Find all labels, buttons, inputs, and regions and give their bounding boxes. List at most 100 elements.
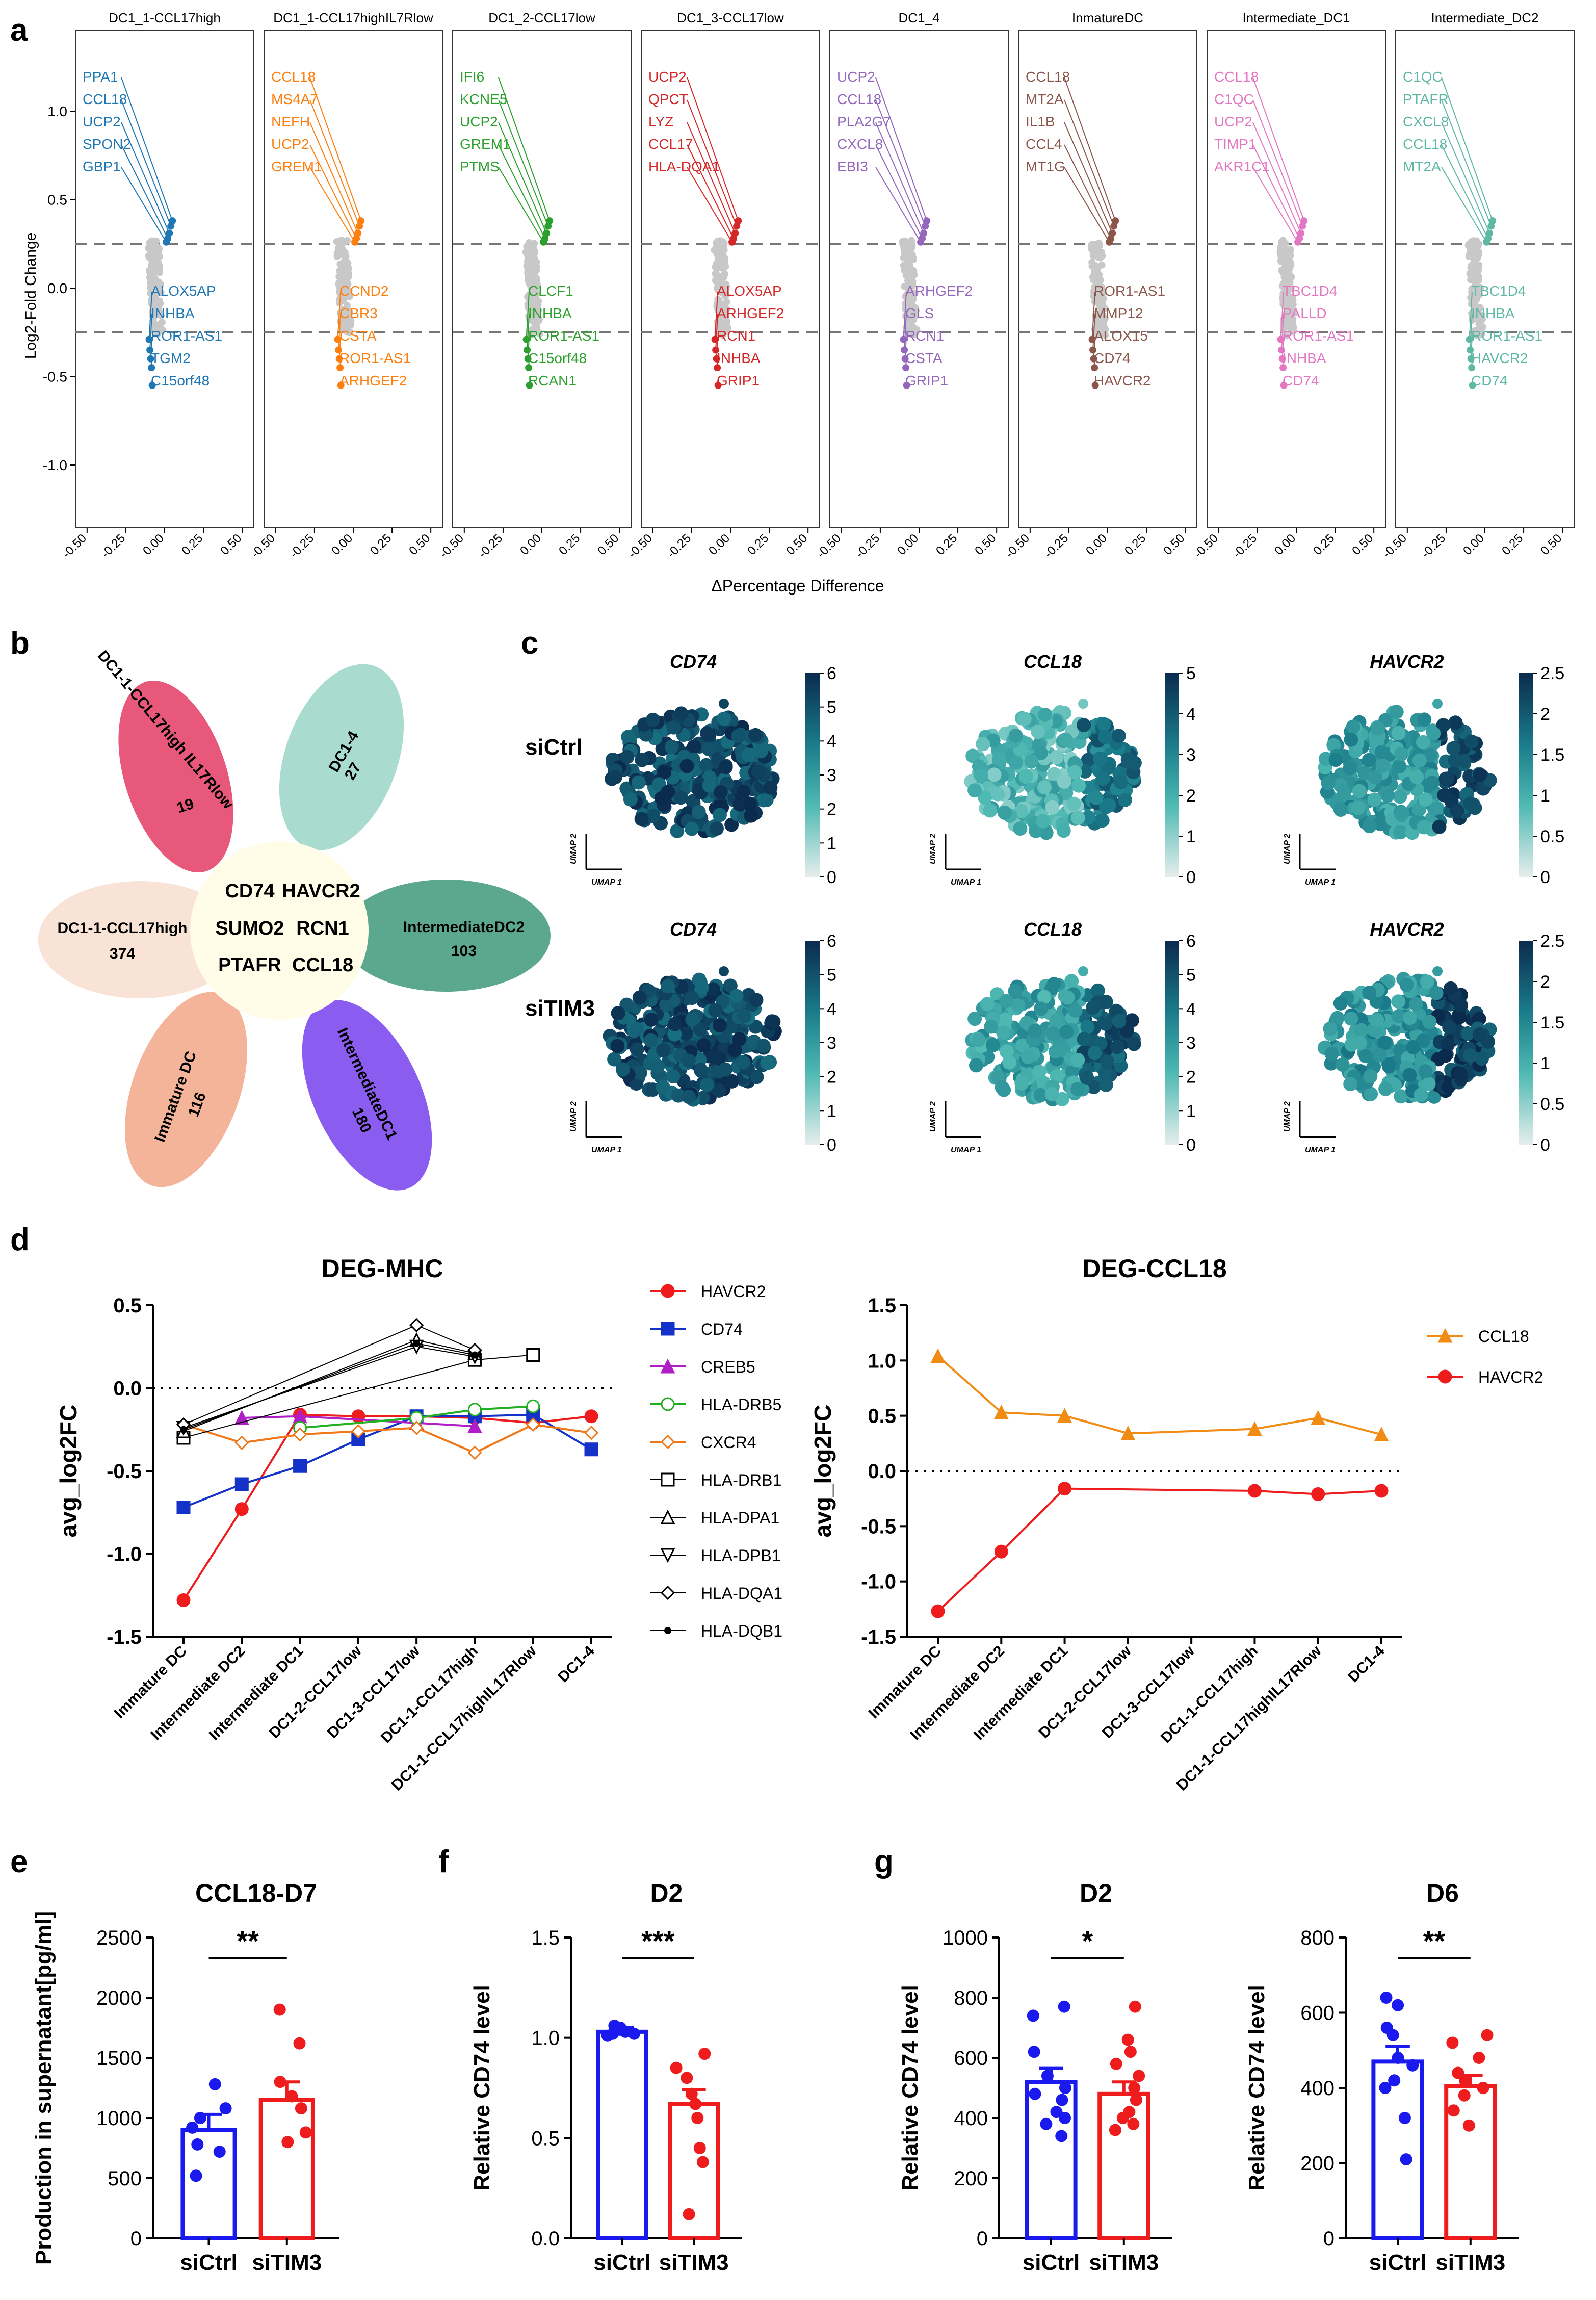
umap-cell xyxy=(712,1083,726,1098)
umap-cell xyxy=(1333,996,1348,1011)
point-nonsig xyxy=(531,240,538,247)
umap-cell xyxy=(679,759,694,773)
point-nonsig xyxy=(146,268,153,276)
umap-cell xyxy=(1440,771,1455,786)
gene-label-ccl18: CCL18 xyxy=(83,91,127,107)
umap-cell xyxy=(694,980,709,995)
bar-charts-efg: CCL18-D7 Production in supernatant[pg/ml]… xyxy=(31,1879,1519,2275)
point-nonsig xyxy=(899,238,906,245)
umap-cell xyxy=(1422,1015,1437,1029)
umap-cell xyxy=(1113,775,1128,790)
gene-leader-line xyxy=(1252,167,1298,243)
marker xyxy=(1058,1482,1072,1496)
point-nonsig xyxy=(151,294,159,301)
gene-leader-line xyxy=(904,314,907,350)
point-nonsig xyxy=(1465,241,1473,248)
marker xyxy=(584,1426,599,1440)
panel-letter-a: a xyxy=(10,13,28,48)
umap-cell xyxy=(1323,1021,1338,1036)
marker xyxy=(409,1317,424,1333)
data-point xyxy=(1058,2112,1071,2124)
point-nonsig xyxy=(720,263,727,270)
gene-leader-line xyxy=(1470,314,1473,350)
y-tick-label: 0.0 xyxy=(113,1378,142,1400)
y-tick-label: 1.5 xyxy=(531,1927,560,1949)
umap-cell xyxy=(1333,803,1348,817)
marker xyxy=(293,1427,307,1442)
marker xyxy=(467,1403,482,1417)
panel-letter-g: g xyxy=(874,1844,894,1879)
point-nonsig xyxy=(333,238,341,245)
data-point xyxy=(1133,2070,1145,2082)
gene-label-rcn1: RCN1 xyxy=(905,328,944,344)
point-down-ror1-as1 xyxy=(524,355,532,363)
umap-cell xyxy=(1096,717,1111,732)
umap-cell xyxy=(751,764,766,779)
gene-label-ccl17: CCL17 xyxy=(648,136,693,152)
umap-cell xyxy=(1060,990,1075,1005)
point-up-ebi3 xyxy=(917,238,925,246)
gene-leader-line xyxy=(716,336,718,359)
point-nonsig xyxy=(146,245,154,252)
gene-label-c1qc: C1QC xyxy=(1214,91,1254,107)
gene-leader-line xyxy=(687,99,738,226)
point-nonsig xyxy=(1468,262,1475,269)
gene-label-ucp2: UCP2 xyxy=(648,69,687,85)
point-nonsig xyxy=(534,281,541,289)
gene-label-cd74: CD74 xyxy=(1283,373,1319,389)
umap-cell xyxy=(1450,804,1464,818)
data-point xyxy=(1458,2089,1471,2102)
umap-cell xyxy=(999,1044,1014,1059)
umap-cell xyxy=(1438,1048,1453,1063)
marker xyxy=(351,1424,365,1439)
legend-label: HLA-DQA1 xyxy=(701,1584,782,1603)
colorbar-label: 1 xyxy=(827,834,836,853)
colorbar-label: 2 xyxy=(827,800,836,819)
y-tick-label: 0.5 xyxy=(113,1295,142,1317)
colorbar-label: 1.5 xyxy=(1540,1013,1564,1032)
gene-label-ptafr: PTAFR xyxy=(1403,91,1449,107)
gene-leader-line xyxy=(498,122,547,234)
data-point xyxy=(1458,2074,1471,2087)
point-nonsig xyxy=(153,259,161,266)
point-nonsig xyxy=(1476,291,1483,298)
y-tick-label: 400 xyxy=(954,2107,988,2130)
y-tick-label: 800 xyxy=(954,1987,988,2009)
colorbar-label: 0 xyxy=(827,868,836,887)
y-tick-label: 0 xyxy=(130,2228,142,2250)
marker xyxy=(994,1544,1008,1559)
gene-label-ucp2: UCP2 xyxy=(837,69,875,85)
data-point xyxy=(1406,2059,1419,2072)
colorbar-label: 3 xyxy=(1186,1033,1196,1053)
umap-cell xyxy=(1412,753,1427,768)
umap-cell xyxy=(1037,780,1052,795)
umap-cell xyxy=(1448,715,1463,730)
petal-dc1-4: DC1-4 27 xyxy=(279,664,404,850)
umap-cell xyxy=(1473,767,1487,782)
gene-label-ror1-as1: ROR1-AS1 xyxy=(1094,283,1165,299)
gene-label-gls: GLS xyxy=(905,305,934,321)
umap-cell xyxy=(1432,819,1447,834)
significance-mark: ** xyxy=(237,1925,259,1957)
gene-label-akr1c1: AKR1C1 xyxy=(1214,159,1270,174)
point-down-havcr2 xyxy=(1468,364,1476,372)
subpanel-title: Intermediate_DC2 xyxy=(1431,10,1539,25)
umap-cell xyxy=(1440,1038,1455,1052)
subpanel-title: DC1_2-CCL17low xyxy=(488,10,595,25)
point-down-cd74 xyxy=(1280,381,1288,389)
volcano-subpanel-dc1-4: DC1_4 -0.50 -0.25 0.00 0.25 0.50 UCP2 CCL18 PLA2… xyxy=(814,10,1009,561)
core-gene: RCN1 xyxy=(296,918,349,939)
subpanel-title: DC1_1-CCL17highIL7Rlow xyxy=(273,10,433,25)
y-tick-label: 0.5 xyxy=(868,1405,896,1428)
umap-cell xyxy=(702,728,717,742)
colorbar-label: 0 xyxy=(1540,1135,1550,1155)
y-axis-label: Relative CD74 level xyxy=(469,1985,494,2191)
point-nonsig xyxy=(156,308,164,316)
umap-cell xyxy=(1362,986,1377,1000)
panel-letter-d: d xyxy=(10,1222,30,1257)
umap-cell xyxy=(971,1032,986,1047)
umap-cell xyxy=(1421,1076,1436,1091)
y-axis-label: avg_log2FC xyxy=(809,1405,836,1538)
xtick-label: 0.00 xyxy=(1460,531,1487,558)
marker xyxy=(660,1358,675,1374)
